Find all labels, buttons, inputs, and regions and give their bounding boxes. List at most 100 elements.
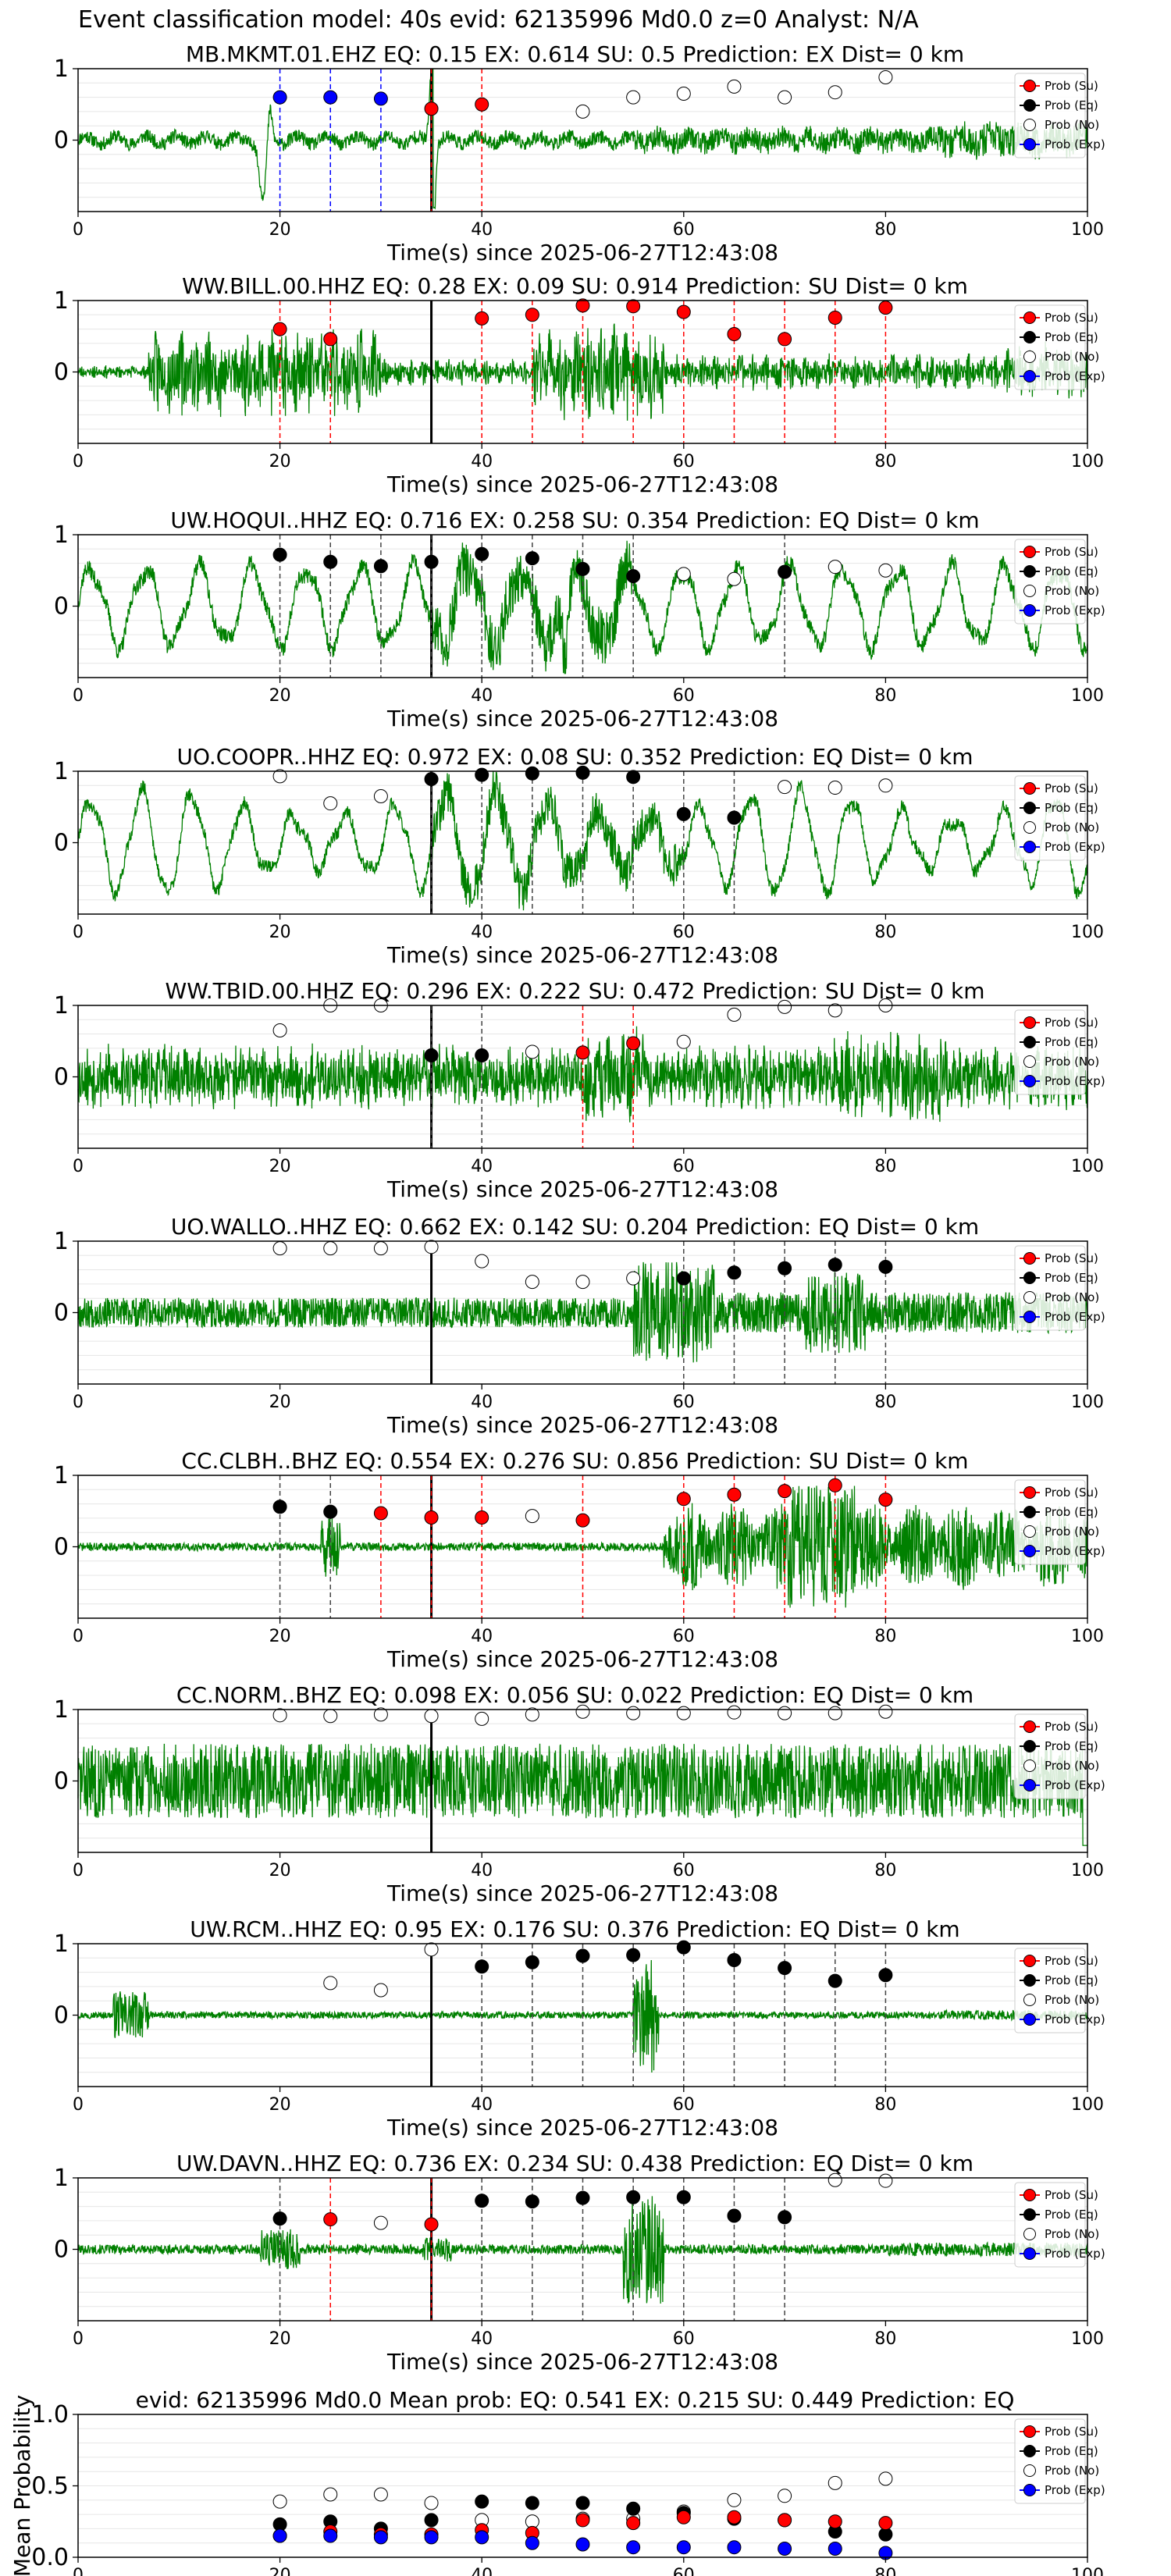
legend-box <box>1014 2182 1086 2268</box>
prob-marker-no <box>424 1942 439 1957</box>
mean-marker-exp <box>272 2528 287 2543</box>
legend-marker <box>1023 1545 1036 1557</box>
prob-marker-eq <box>373 559 388 574</box>
legend-box <box>1014 539 1086 624</box>
legend-label: Prob (Exp) <box>1045 369 1105 383</box>
prob-marker-su <box>575 1513 590 1528</box>
prob-marker-no <box>676 1034 691 1049</box>
prob-marker-no <box>828 781 842 795</box>
mean-marker-su <box>676 2510 691 2524</box>
legend-label: Prob (No) <box>1045 2227 1099 2241</box>
x-tick-label: 0 <box>73 220 84 240</box>
legend-label: Prob (No) <box>1045 118 1099 132</box>
grid-lines <box>78 2191 1087 2307</box>
legend-entry: Prob (No) <box>1020 1759 1099 1773</box>
mean-marker-su <box>727 2510 742 2524</box>
x-tick-label: 80 <box>874 452 896 471</box>
prob-marker-no <box>323 1976 338 1991</box>
mean-marker-no <box>828 2475 842 2490</box>
legend-marker <box>1023 2247 1036 2260</box>
x-tick-label: 100 <box>1071 1627 1104 1646</box>
legend-marker <box>1023 1036 1036 1048</box>
legend-entry: Prob (Eq) <box>1020 1973 1098 1987</box>
legend-entry: Prob (Exp) <box>1020 2247 1105 2261</box>
legend-label: Prob (Su) <box>1045 2425 1098 2439</box>
legend-marker <box>1023 1994 1036 2006</box>
panel-title: MB.MKMT.01.EHZ EQ: 0.15 EX: 0.614 SU: 0.… <box>186 41 964 67</box>
prob-marker-eq <box>626 2190 641 2204</box>
prob-marker-no <box>727 79 742 94</box>
mean-marker-eq <box>475 2494 489 2509</box>
prob-marker-eq <box>828 1973 842 1988</box>
prob-marker-exp <box>272 90 287 105</box>
prob-marker-eq <box>828 1258 842 1272</box>
grid-lines <box>78 2428 1087 2544</box>
legend: Prob (Su) Prob (Eq) Prob (No) Prob (Exp) <box>1014 2182 1105 2268</box>
legend-marker <box>1023 1759 1036 1772</box>
legend-marker <box>1023 604 1036 617</box>
x-tick-label: 20 <box>269 1393 291 1412</box>
prob-marker-su <box>424 1510 439 1525</box>
mean-marker-su <box>878 2516 893 2531</box>
figure-suptitle: Event classification model: 40s evid: 62… <box>78 6 919 34</box>
prob-marker-no <box>878 563 893 578</box>
prob-marker-no <box>525 1275 539 1290</box>
legend-label: Prob (Eq) <box>1045 801 1098 815</box>
prob-marker-eq <box>575 765 590 780</box>
prob-marker-no <box>272 769 287 784</box>
x-tick-label: 20 <box>269 220 291 240</box>
x-tick-label: 40 <box>471 2329 493 2349</box>
mean-marker-eq <box>626 2501 641 2516</box>
legend-marker <box>1023 2208 1036 2221</box>
prob-marker-eq <box>778 1961 792 1976</box>
x-tick-label: 0 <box>73 2095 84 2115</box>
prob-marker-su <box>575 298 590 313</box>
x-tick-label: 80 <box>874 923 896 942</box>
legend-entry: Prob (No) <box>1020 1993 1099 2007</box>
x-tick-label: 100 <box>1071 2566 1104 2576</box>
prob-marker-eq <box>575 2190 590 2205</box>
x-tick-label: 80 <box>874 2329 896 2349</box>
prob-marker-su <box>626 1036 641 1051</box>
prob-marker-no <box>626 90 641 105</box>
x-tick-label: 60 <box>673 2095 695 2115</box>
legend-entry: Prob (No) <box>1020 1525 1099 1539</box>
legend-entry: Prob (Su) <box>1020 1485 1098 1500</box>
x-axis-label: Time(s) since 2025-06-27T12:43:08 <box>386 471 778 497</box>
legend-entry: Prob (No) <box>1020 2227 1099 2241</box>
prob-marker-eq <box>424 772 439 787</box>
mean-marker-su <box>778 2513 792 2528</box>
prob-marker-eq <box>323 554 338 569</box>
x-tick-label: 60 <box>673 1157 695 1176</box>
prob-marker-no <box>525 1509 539 1524</box>
legend-box <box>1014 1713 1086 1799</box>
legend-box <box>1014 1948 1086 2033</box>
legend-box <box>1014 775 1086 861</box>
x-tick-label: 20 <box>269 1861 291 1880</box>
x-tick-label: 100 <box>1071 1393 1104 1412</box>
legend-entry: Prob (Exp) <box>1020 137 1105 151</box>
x-tick-label: 40 <box>471 686 493 706</box>
legend-entry: Prob (Eq) <box>1020 1271 1098 1285</box>
x-tick-label: 80 <box>874 1861 896 1880</box>
mean-marker-exp <box>424 2530 439 2545</box>
legend-label: Prob (Exp) <box>1045 137 1105 151</box>
prob-marker-su <box>727 327 742 342</box>
y-tick-label: 1.0 <box>31 2401 69 2428</box>
legend-entry: Prob (Exp) <box>1020 2483 1105 2497</box>
x-axis-label: Time(s) since 2025-06-27T12:43:08 <box>386 942 778 968</box>
legend-box <box>1014 1009 1086 1095</box>
legend-marker <box>1023 2445 1036 2457</box>
legend-marker <box>1023 1779 1036 1791</box>
prob-marker-eq <box>525 766 539 781</box>
prob-marker-no <box>373 2215 388 2230</box>
prob-marker-no <box>727 1007 742 1022</box>
x-tick-label: 100 <box>1071 2329 1104 2349</box>
prob-marker-no <box>525 1707 539 1722</box>
prob-marker-eq <box>575 1948 590 1963</box>
x-tick-label: 20 <box>269 452 291 471</box>
prob-marker-eq <box>525 2194 539 2209</box>
legend-entry: Prob (No) <box>1020 1055 1099 1069</box>
legend-entry: Prob (Exp) <box>1020 1544 1105 1558</box>
